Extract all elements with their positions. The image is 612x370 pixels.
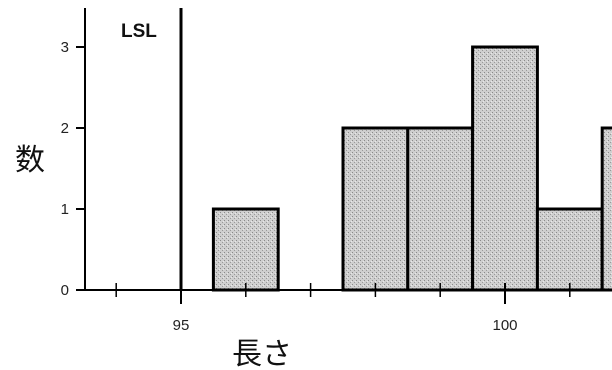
histogram-bar [211,207,280,292]
histogram-bar [406,126,475,292]
spec-limit-lines [179,8,183,290]
x-tick-label: 100 [492,317,517,334]
axes [76,8,608,304]
histogram-bar [535,207,604,292]
y-tick-label: 0 [61,282,69,299]
spec-limit-label: LSL [121,21,157,42]
bars [211,45,612,292]
y-axis-label: 数 [15,143,45,178]
x-tick-label: 95 [173,317,190,334]
y-tick-label: 1 [61,201,69,218]
histogram-bar [341,126,410,292]
axis-labels: 012395100105LSLUSL [61,21,518,334]
histogram-bar [600,126,612,292]
histogram-bar [471,45,539,292]
x-axis-label: 長さ [232,337,292,370]
y-tick-label: 3 [61,39,69,56]
y-tick-label: 2 [61,120,69,137]
